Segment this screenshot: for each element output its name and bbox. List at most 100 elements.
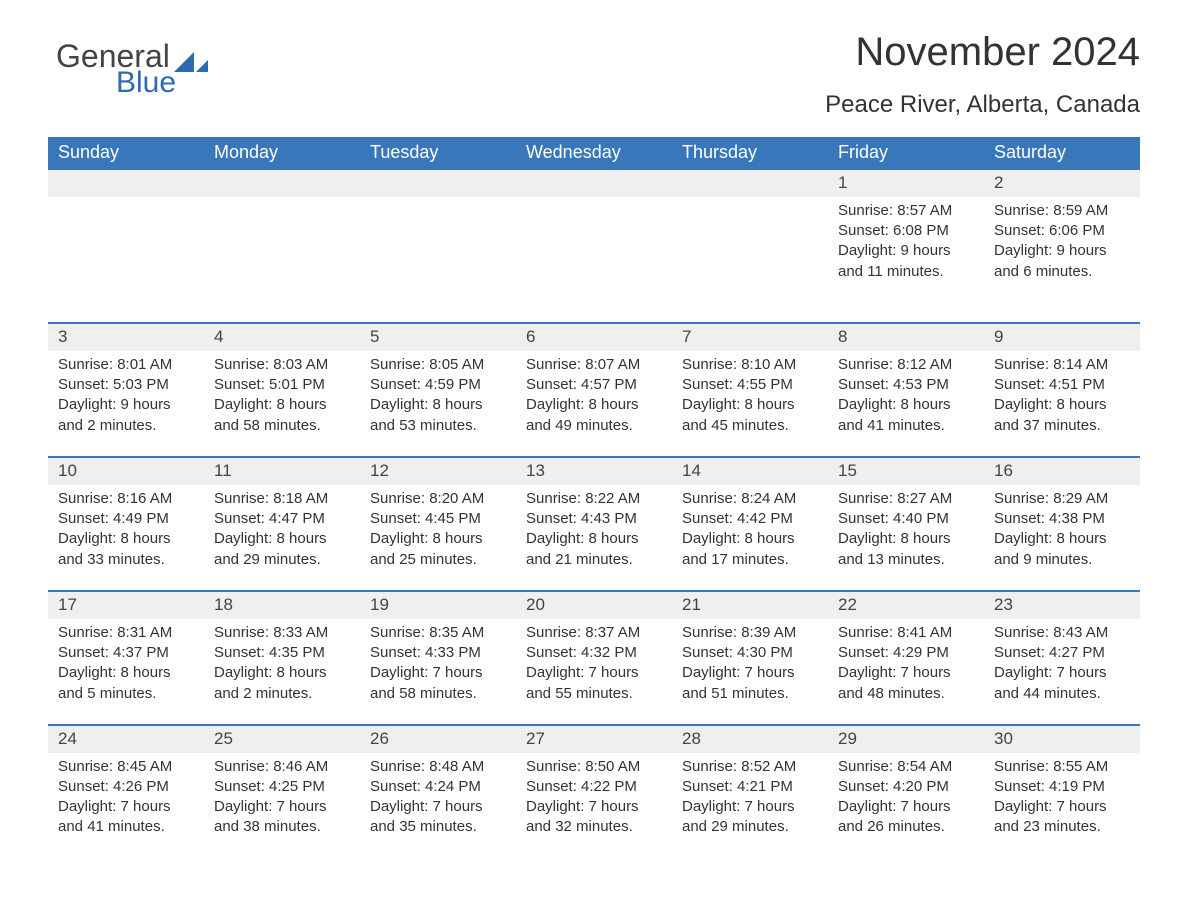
day-cell: Sunrise: 8:35 AMSunset: 4:33 PMDaylight:… [360, 619, 516, 724]
calendar-week-row: Sunrise: 8:57 AMSunset: 6:08 PMDaylight:… [48, 197, 1140, 322]
day-cell: Sunrise: 8:07 AMSunset: 4:57 PMDaylight:… [516, 351, 672, 456]
logo-sail-icon [174, 52, 208, 72]
day-number-cell: 20 [516, 590, 672, 619]
daylight-text: Daylight: 7 hours [526, 797, 662, 817]
day-cell: Sunrise: 8:12 AMSunset: 4:53 PMDaylight:… [828, 351, 984, 456]
day-number-cell: 26 [360, 724, 516, 753]
sunrise-text: Sunrise: 8:31 AM [58, 623, 194, 643]
day-cell: Sunrise: 8:45 AMSunset: 4:26 PMDaylight:… [48, 753, 204, 858]
sunset-text: Sunset: 4:47 PM [214, 509, 350, 529]
sunset-text: Sunset: 4:26 PM [58, 777, 194, 797]
day-number-cell: 5 [360, 322, 516, 351]
day-cell: Sunrise: 8:18 AMSunset: 4:47 PMDaylight:… [204, 485, 360, 590]
daylight-text: and 2 minutes. [58, 416, 194, 436]
daylight-text: and 9 minutes. [994, 550, 1130, 570]
day-cell [48, 197, 204, 322]
day-number-cell: 19 [360, 590, 516, 619]
day-number-cell: 8 [828, 322, 984, 351]
daylight-text: Daylight: 7 hours [526, 663, 662, 683]
sunset-text: Sunset: 4:29 PM [838, 643, 974, 663]
sunrise-text: Sunrise: 8:39 AM [682, 623, 818, 643]
sunset-text: Sunset: 4:20 PM [838, 777, 974, 797]
daylight-text: Daylight: 9 hours [58, 395, 194, 415]
day-number-cell: 16 [984, 456, 1140, 485]
daylight-text: and 29 minutes. [214, 550, 350, 570]
day-cell: Sunrise: 8:55 AMSunset: 4:19 PMDaylight:… [984, 753, 1140, 858]
day-number-cell: 12 [360, 456, 516, 485]
location-subtitle: Peace River, Alberta, Canada [48, 91, 1140, 119]
daylight-text: and 53 minutes. [370, 416, 506, 436]
daylight-text: Daylight: 8 hours [214, 529, 350, 549]
sunset-text: Sunset: 4:25 PM [214, 777, 350, 797]
daylight-text: and 58 minutes. [214, 416, 350, 436]
sunset-text: Sunset: 4:22 PM [526, 777, 662, 797]
day-number-cell: 18 [204, 590, 360, 619]
sunset-text: Sunset: 4:38 PM [994, 509, 1130, 529]
daylight-text: and 37 minutes. [994, 416, 1130, 436]
sunset-text: Sunset: 4:35 PM [214, 643, 350, 663]
sunset-text: Sunset: 4:53 PM [838, 375, 974, 395]
sunrise-text: Sunrise: 8:50 AM [526, 757, 662, 777]
sunrise-text: Sunrise: 8:03 AM [214, 355, 350, 375]
daynum-row: 3456789 [48, 322, 1140, 351]
day-cell [360, 197, 516, 322]
sunrise-text: Sunrise: 8:43 AM [994, 623, 1130, 643]
day-cell: Sunrise: 8:10 AMSunset: 4:55 PMDaylight:… [672, 351, 828, 456]
day-cell: Sunrise: 8:41 AMSunset: 4:29 PMDaylight:… [828, 619, 984, 724]
day-cell: Sunrise: 8:22 AMSunset: 4:43 PMDaylight:… [516, 485, 672, 590]
daylight-text: Daylight: 8 hours [214, 395, 350, 415]
day-number-cell: 21 [672, 590, 828, 619]
sunset-text: Sunset: 4:37 PM [58, 643, 194, 663]
sunrise-text: Sunrise: 8:48 AM [370, 757, 506, 777]
daylight-text: and 25 minutes. [370, 550, 506, 570]
day-cell: Sunrise: 8:43 AMSunset: 4:27 PMDaylight:… [984, 619, 1140, 724]
sunset-text: Sunset: 6:08 PM [838, 221, 974, 241]
daylight-text: and 41 minutes. [838, 416, 974, 436]
day-cell: Sunrise: 8:01 AMSunset: 5:03 PMDaylight:… [48, 351, 204, 456]
calendar-table: SundayMondayTuesdayWednesdayThursdayFrid… [48, 137, 1140, 858]
daylight-text: Daylight: 8 hours [370, 395, 506, 415]
daylight-text: Daylight: 8 hours [58, 529, 194, 549]
daylight-text: Daylight: 9 hours [994, 241, 1130, 261]
logo: General Blue [56, 40, 208, 98]
sunset-text: Sunset: 4:27 PM [994, 643, 1130, 663]
daylight-text: and 6 minutes. [994, 262, 1130, 282]
sunset-text: Sunset: 4:55 PM [682, 375, 818, 395]
day-number-cell: 10 [48, 456, 204, 485]
day-cell: Sunrise: 8:33 AMSunset: 4:35 PMDaylight:… [204, 619, 360, 724]
daynum-row: 24252627282930 [48, 724, 1140, 753]
sunset-text: Sunset: 4:59 PM [370, 375, 506, 395]
daylight-text: and 48 minutes. [838, 684, 974, 704]
sunrise-text: Sunrise: 8:16 AM [58, 489, 194, 509]
sunrise-text: Sunrise: 8:05 AM [370, 355, 506, 375]
day-number-cell [672, 168, 828, 197]
sunrise-text: Sunrise: 8:52 AM [682, 757, 818, 777]
sunset-text: Sunset: 5:01 PM [214, 375, 350, 395]
day-number-cell: 1 [828, 168, 984, 197]
sunset-text: Sunset: 4:32 PM [526, 643, 662, 663]
daylight-text: Daylight: 8 hours [838, 395, 974, 415]
daylight-text: and 17 minutes. [682, 550, 818, 570]
day-cell: Sunrise: 8:14 AMSunset: 4:51 PMDaylight:… [984, 351, 1140, 456]
sunrise-text: Sunrise: 8:54 AM [838, 757, 974, 777]
sunset-text: Sunset: 4:49 PM [58, 509, 194, 529]
day-number-cell: 22 [828, 590, 984, 619]
sunrise-text: Sunrise: 8:18 AM [214, 489, 350, 509]
logo-text-blue: Blue [116, 68, 208, 98]
sunrise-text: Sunrise: 8:45 AM [58, 757, 194, 777]
day-cell: Sunrise: 8:54 AMSunset: 4:20 PMDaylight:… [828, 753, 984, 858]
daylight-text: Daylight: 7 hours [838, 797, 974, 817]
day-cell: Sunrise: 8:27 AMSunset: 4:40 PMDaylight:… [828, 485, 984, 590]
day-number-cell: 9 [984, 322, 1140, 351]
daylight-text: and 21 minutes. [526, 550, 662, 570]
day-number-cell: 4 [204, 322, 360, 351]
daynum-row: 12 [48, 168, 1140, 197]
sunrise-text: Sunrise: 8:55 AM [994, 757, 1130, 777]
sunrise-text: Sunrise: 8:41 AM [838, 623, 974, 643]
sunrise-text: Sunrise: 8:46 AM [214, 757, 350, 777]
day-cell: Sunrise: 8:03 AMSunset: 5:01 PMDaylight:… [204, 351, 360, 456]
daylight-text: and 32 minutes. [526, 817, 662, 837]
day-number-cell: 17 [48, 590, 204, 619]
daylight-text: Daylight: 8 hours [58, 663, 194, 683]
calendar-week-row: Sunrise: 8:31 AMSunset: 4:37 PMDaylight:… [48, 619, 1140, 724]
